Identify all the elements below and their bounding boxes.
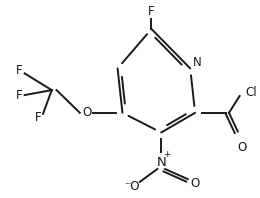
Text: Cl: Cl — [245, 86, 257, 99]
Text: O: O — [191, 177, 200, 190]
Text: F: F — [16, 64, 22, 77]
Text: F: F — [148, 5, 155, 18]
Text: O: O — [237, 141, 246, 154]
Text: N: N — [156, 156, 166, 169]
Text: +: + — [163, 150, 171, 159]
Text: O: O — [82, 106, 91, 119]
Text: F: F — [35, 111, 42, 124]
Text: F: F — [16, 89, 22, 102]
Text: ⁻O: ⁻O — [124, 180, 140, 193]
Text: N: N — [193, 56, 202, 69]
